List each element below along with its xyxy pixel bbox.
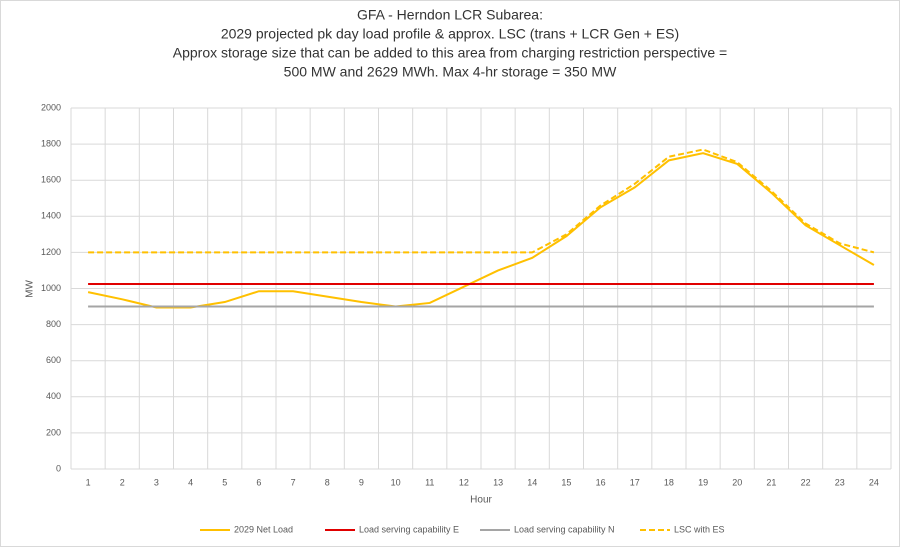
x-tick-label: 13: [493, 477, 503, 487]
x-tick-label: 2: [120, 477, 125, 487]
chart-title: 2029 projected pk day load profile & app…: [221, 26, 679, 42]
x-tick-label: 10: [391, 477, 401, 487]
x-tick-label: 16: [596, 477, 606, 487]
x-tick-label: 18: [664, 477, 674, 487]
y-tick-label: 1800: [41, 138, 61, 148]
y-tick-label: 400: [46, 391, 61, 401]
x-tick-label: 8: [325, 477, 330, 487]
y-tick-label: 1400: [41, 211, 61, 221]
x-tick-label: 21: [766, 477, 776, 487]
legend-label: 2029 Net Load: [234, 524, 293, 534]
y-tick-label: 2000: [41, 102, 61, 112]
x-axis-label: Hour: [470, 495, 492, 506]
y-tick-label: 800: [46, 319, 61, 329]
x-tick-label: 22: [801, 477, 811, 487]
x-tick-label: 6: [256, 477, 261, 487]
x-tick-label: 12: [459, 477, 469, 487]
series-line: [88, 148, 875, 254]
x-tick-label: 7: [291, 477, 296, 487]
x-tick-label: 24: [869, 477, 879, 487]
series-line: [87, 152, 875, 309]
x-tick-label: 5: [222, 477, 227, 487]
x-tick-label: 3: [154, 477, 159, 487]
x-tick-label: 4: [188, 477, 193, 487]
chart-title: GFA - Herndon LCR Subarea:: [357, 7, 543, 23]
x-tick-label: 14: [527, 477, 537, 487]
x-tick-label: 11: [425, 477, 434, 487]
x-tick-label: 9: [359, 477, 364, 487]
y-tick-label: 600: [46, 355, 61, 365]
y-tick-label: 1600: [41, 175, 61, 185]
x-tick-label: 15: [561, 477, 571, 487]
x-tick-label: 19: [698, 477, 708, 487]
x-tick-label: 23: [835, 477, 845, 487]
x-tick-label: 1: [86, 477, 91, 487]
legend-label: LSC with ES: [674, 524, 725, 534]
y-axis-label: MW: [25, 280, 36, 298]
chart-title: Approx storage size that can be added to…: [173, 45, 727, 61]
x-tick-label: 20: [732, 477, 742, 487]
y-tick-label: 1200: [41, 247, 61, 257]
legend-label: Load serving capability N: [514, 524, 615, 534]
y-tick-label: 1000: [41, 283, 61, 293]
y-tick-label: 0: [56, 463, 61, 473]
legend-label: Load serving capability E: [359, 524, 459, 534]
x-tick-label: 17: [630, 477, 640, 487]
y-tick-label: 200: [46, 427, 61, 437]
chart-title: 500 MW and 2629 MWh. Max 4-hr storage = …: [284, 64, 617, 80]
